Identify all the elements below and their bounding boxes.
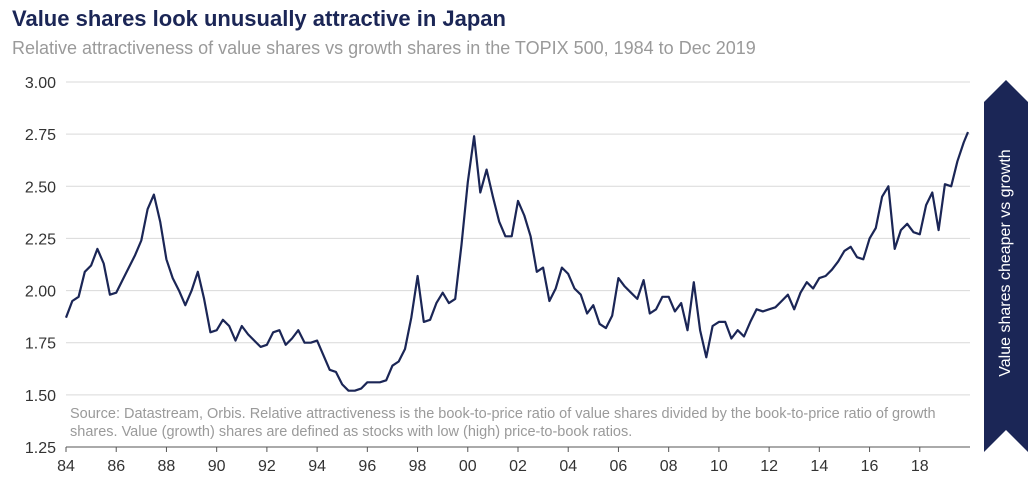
y-tick-label: 1.25: [25, 440, 56, 457]
x-tick-label: 02: [509, 458, 527, 475]
gridlines: [66, 81, 970, 396]
y-tick-label: 2.75: [25, 127, 56, 144]
x-tick-label: 98: [409, 458, 427, 475]
y-tick-label: 2.00: [25, 284, 56, 301]
y-axis-ticks: 3.00 2.75 2.50 2.25 2.00 1.75 1.50 1.25: [25, 75, 56, 457]
up-arrow-shape: [984, 80, 1028, 452]
x-tick-label: 90: [208, 458, 226, 475]
x-axis-ticks: 84 86 88 90 92 94 96 98 00 02 04 06 08 10 12 14 16 18: [57, 446, 970, 475]
cheaper-arrow-banner: [984, 80, 1028, 452]
x-tick-label: 12: [760, 458, 778, 475]
x-tick-label: 00: [459, 458, 477, 475]
x-tick-label: 86: [107, 458, 125, 475]
x-tick-label: 18: [911, 458, 929, 475]
y-tick-label: 3.00: [25, 75, 56, 92]
y-tick-label: 2.25: [25, 231, 56, 248]
source-note: Source: Datastream, Orbis. Relative attr…: [70, 406, 936, 440]
x-tick-label: 06: [610, 458, 628, 475]
x-tick-label: 88: [158, 458, 176, 475]
chart-title: Value shares look unusually attractive i…: [12, 6, 506, 31]
x-tick-label: 84: [57, 458, 75, 475]
x-tick-label: 10: [710, 458, 728, 475]
x-tick-label: 08: [660, 458, 678, 475]
y-tick-label: 1.50: [25, 388, 56, 405]
x-tick-label: 94: [308, 458, 326, 475]
side-label: Value shares cheaper vs growth: [997, 149, 1014, 377]
chart-subtitle: Relative attractiveness of value shares …: [12, 38, 756, 58]
y-tick-label: 1.75: [25, 336, 56, 353]
x-tick-label: 16: [861, 458, 879, 475]
series-line: [64, 131, 970, 392]
x-tick-label: 04: [559, 458, 577, 475]
x-tick-label: 96: [358, 458, 376, 475]
x-tick-label: 92: [258, 458, 276, 475]
x-tick-label: 14: [810, 458, 828, 475]
y-tick-label: 2.50: [25, 179, 56, 196]
